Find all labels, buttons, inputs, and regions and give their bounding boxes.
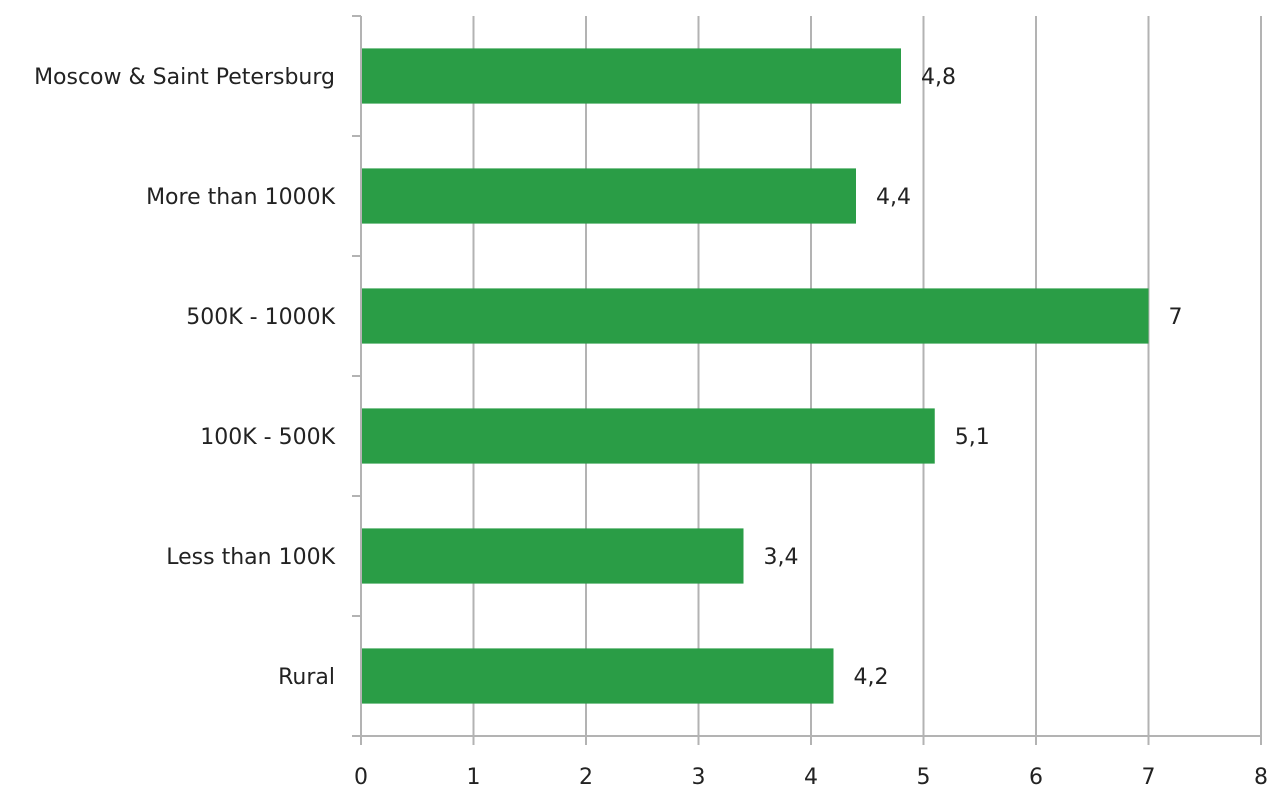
data-label: 3,4 <box>764 545 799 570</box>
data-label: 4,2 <box>854 665 889 690</box>
category-label: 100K - 500K <box>200 425 335 450</box>
x-tick-label: 3 <box>692 765 706 788</box>
x-tick-label: 8 <box>1254 765 1268 788</box>
data-label: 5,1 <box>955 425 990 450</box>
bar <box>362 408 935 464</box>
category-label: Rural <box>278 665 335 690</box>
x-tick-label: 4 <box>804 765 818 788</box>
data-label: 4,8 <box>921 65 956 90</box>
category-label: More than 1000K <box>146 185 336 210</box>
bar <box>362 648 834 704</box>
category-label: 500K - 1000K <box>186 305 335 330</box>
data-label: 7 <box>1169 305 1183 330</box>
x-tick-label: 0 <box>354 765 368 788</box>
bar <box>362 48 901 104</box>
labels: 0 1 2 3 4 5 6 7 8 Moscow & Saint Petersburg 4,8 Mor… <box>34 65 1268 788</box>
bar <box>362 528 744 584</box>
x-tick-label: 2 <box>579 765 593 788</box>
x-tick-label: 6 <box>1029 765 1043 788</box>
x-tick-label: 5 <box>917 765 931 788</box>
bar <box>362 168 856 224</box>
bar <box>362 288 1149 344</box>
x-tick-label: 1 <box>467 765 481 788</box>
x-tick-label: 7 <box>1142 765 1156 788</box>
bars <box>362 48 1149 704</box>
category-label: Moscow & Saint Petersburg <box>34 65 335 90</box>
grid-lines <box>472 16 1262 736</box>
category-label: Less than 100K <box>166 545 335 570</box>
axes <box>352 15 1262 745</box>
data-label: 4,4 <box>876 185 911 210</box>
